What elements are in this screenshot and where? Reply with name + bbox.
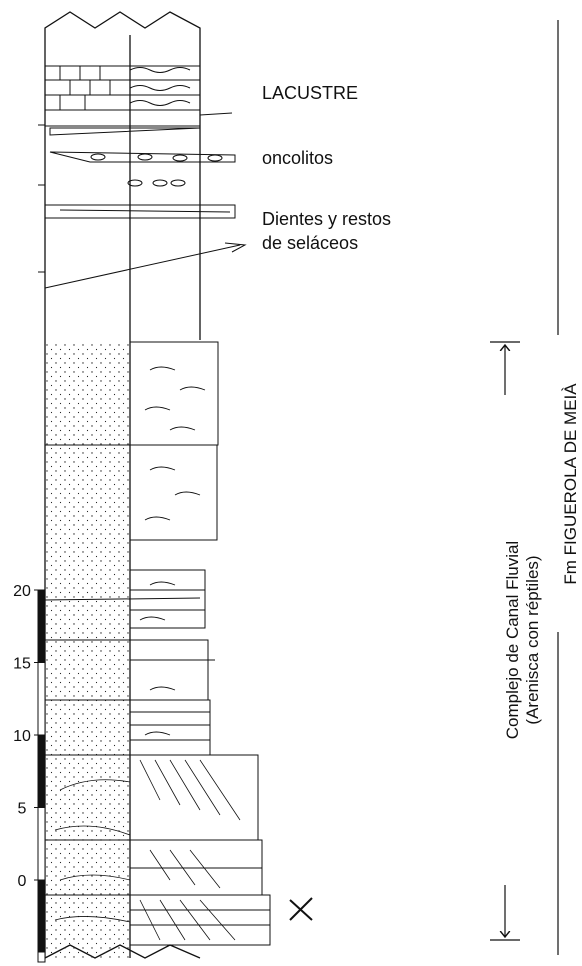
scale-label: 0 [18, 873, 27, 890]
scale-label: 15 [13, 656, 31, 673]
label: de seláceos [262, 233, 358, 253]
formation-label: Fm FIGUEROLA DE MEIÀ [561, 383, 580, 585]
unit-label: (Arenisca con réptiles) [523, 555, 542, 724]
scale-segment [38, 735, 45, 808]
label: oncolitos [262, 148, 333, 168]
lacustre-beds [38, 65, 247, 289]
scale-label: 20 [13, 583, 31, 600]
sandstone-beds [44, 341, 313, 960]
scale-bar: 20 15 10 5 0 [13, 583, 46, 963]
scale-segment [38, 880, 45, 953]
label: Dientes y restos [262, 209, 391, 229]
scale-label: 10 [13, 728, 31, 745]
label: LACUSTRE [262, 83, 358, 103]
scale-label: 5 [18, 801, 27, 818]
unit-bracket [490, 20, 559, 955]
scale-segment [38, 590, 45, 663]
unit-label: Complejo de Canal Fluvial [503, 541, 522, 739]
